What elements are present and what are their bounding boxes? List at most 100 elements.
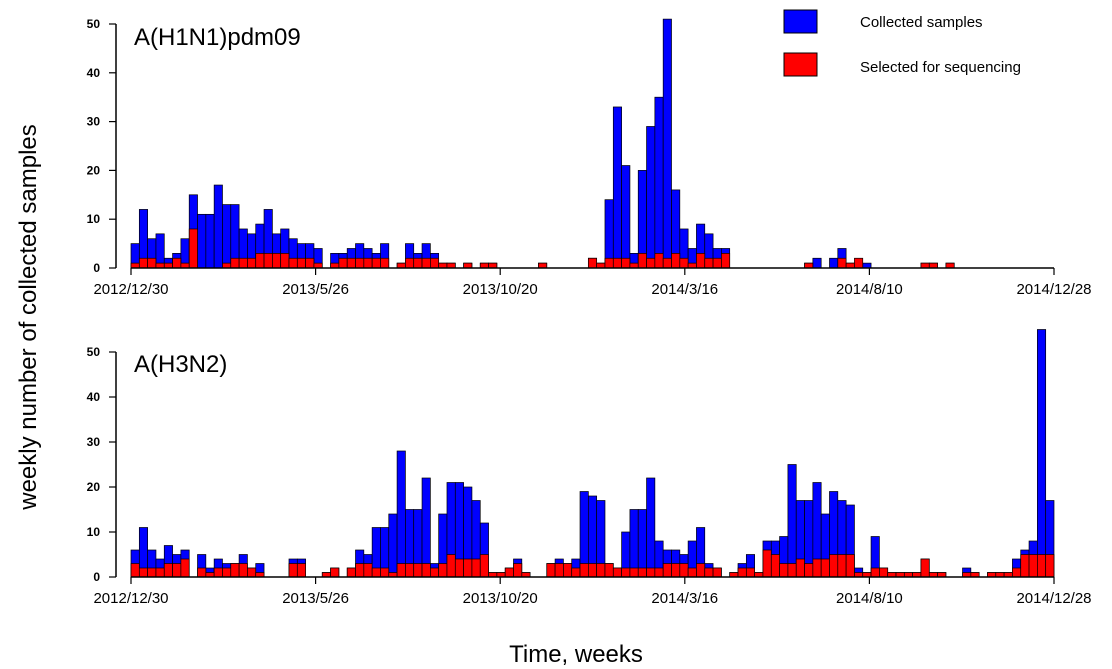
bar-selected (1028, 554, 1038, 578)
bar-selected (587, 563, 598, 578)
bar-collected (787, 464, 797, 578)
bar-selected (346, 257, 356, 269)
bar-selected (180, 558, 190, 578)
bar-collected (629, 509, 639, 578)
bar-selected (346, 567, 356, 578)
bar-collected (205, 213, 215, 269)
bar-selected (604, 563, 614, 578)
bar-selected (421, 257, 431, 269)
bar-selected (671, 563, 681, 578)
bar-selected (812, 558, 822, 578)
bar-collected (1037, 329, 1047, 578)
bar-collected (621, 165, 631, 269)
x-tick-label: 2012/12/30 (93, 281, 168, 298)
bar-selected (296, 257, 306, 269)
bar-selected (454, 558, 464, 578)
bar-selected (662, 563, 672, 578)
x-tick-label: 2013/10/20 (463, 590, 538, 607)
bar-selected (704, 567, 714, 578)
y-tick-label: 30 (87, 115, 101, 129)
bar-selected (380, 257, 390, 269)
legend-swatch-selected (783, 52, 818, 77)
bar-selected (430, 567, 440, 578)
bar-selected (837, 257, 847, 269)
bar-selected (147, 257, 157, 269)
bar-selected (413, 257, 423, 269)
bar-selected (338, 257, 348, 269)
bar-collected (637, 509, 647, 578)
x-tick-label: 2012/12/30 (93, 590, 168, 607)
bar-selected (804, 563, 814, 578)
x-tick-label: 2014/3/16 (651, 281, 718, 298)
bar-collected (396, 450, 406, 578)
bar-selected (621, 257, 631, 269)
bar-selected (879, 567, 889, 578)
bar-selected (147, 567, 157, 578)
bar-selected (513, 563, 523, 578)
bar-selected (272, 253, 282, 269)
bar-selected (288, 257, 298, 269)
x-tick-label: 2013/10/20 (463, 281, 538, 298)
bar-selected (479, 554, 489, 578)
bar-collected (388, 513, 398, 578)
bar-collected (421, 477, 431, 578)
bar-selected (305, 257, 315, 269)
bar-selected (255, 253, 265, 269)
bar-selected (571, 567, 581, 578)
panel-title-h3n2: A(H3N2) (134, 351, 227, 378)
bar-selected (355, 563, 365, 578)
bar-selected (712, 567, 722, 578)
y-tick-label: 50 (87, 345, 101, 359)
bar-selected (230, 257, 240, 269)
x-tick-label: 2013/5/26 (282, 590, 349, 607)
bar-selected (188, 228, 198, 269)
bar-collected (812, 257, 822, 269)
bar-selected (1037, 554, 1047, 578)
y-axis-title: weekly number of collected samples (15, 124, 42, 511)
bar-selected (463, 558, 473, 578)
bar-selected (430, 257, 440, 269)
bar-selected (920, 558, 930, 578)
bar-selected (596, 563, 606, 578)
bar-selected (770, 554, 780, 578)
bar-selected (471, 558, 481, 578)
bar-selected (197, 567, 207, 578)
bar-selected (238, 257, 248, 269)
x-tick-label: 2014/12/28 (1016, 590, 1091, 607)
bar-collected (213, 184, 223, 269)
bar-selected (396, 563, 406, 578)
bar-collected (646, 126, 656, 269)
bar-selected (779, 563, 789, 578)
bar-selected (371, 257, 381, 269)
bar-selected (405, 257, 415, 269)
legend-swatch-collected (783, 9, 818, 34)
bar-selected (795, 558, 805, 578)
x-axis-title: Time, weeks (509, 641, 643, 668)
bar-selected (612, 257, 622, 269)
bar-selected (1012, 567, 1022, 578)
panel-title-h1n1: A(H1N1)pdm09 (134, 24, 301, 51)
bar-selected (662, 257, 672, 269)
bar-selected (421, 563, 431, 578)
bar-selected (138, 257, 148, 269)
y-tick-label: 0 (93, 261, 100, 275)
bar-collected (654, 96, 664, 269)
bar-collected (612, 106, 622, 269)
bar-selected (163, 563, 173, 578)
y-tick-label: 10 (87, 212, 101, 226)
bar-selected (687, 567, 697, 578)
bar-selected (172, 257, 182, 269)
legend: Collected samples Selected for sequencin… (783, 9, 1021, 77)
bar-collected (197, 213, 207, 269)
bar-selected (679, 257, 689, 269)
bar-selected (438, 563, 448, 578)
bar-selected (1020, 554, 1030, 578)
bar-selected (721, 253, 731, 269)
bar-selected (637, 253, 647, 269)
bar-selected (745, 567, 756, 578)
bar-selected (646, 567, 656, 578)
bar-selected (654, 567, 664, 578)
bar-selected (363, 563, 373, 578)
axes-h3n2: 0 10 20 30 40 50 2012/12/30 2013/5/26 2013/10/20… (87, 345, 1092, 607)
